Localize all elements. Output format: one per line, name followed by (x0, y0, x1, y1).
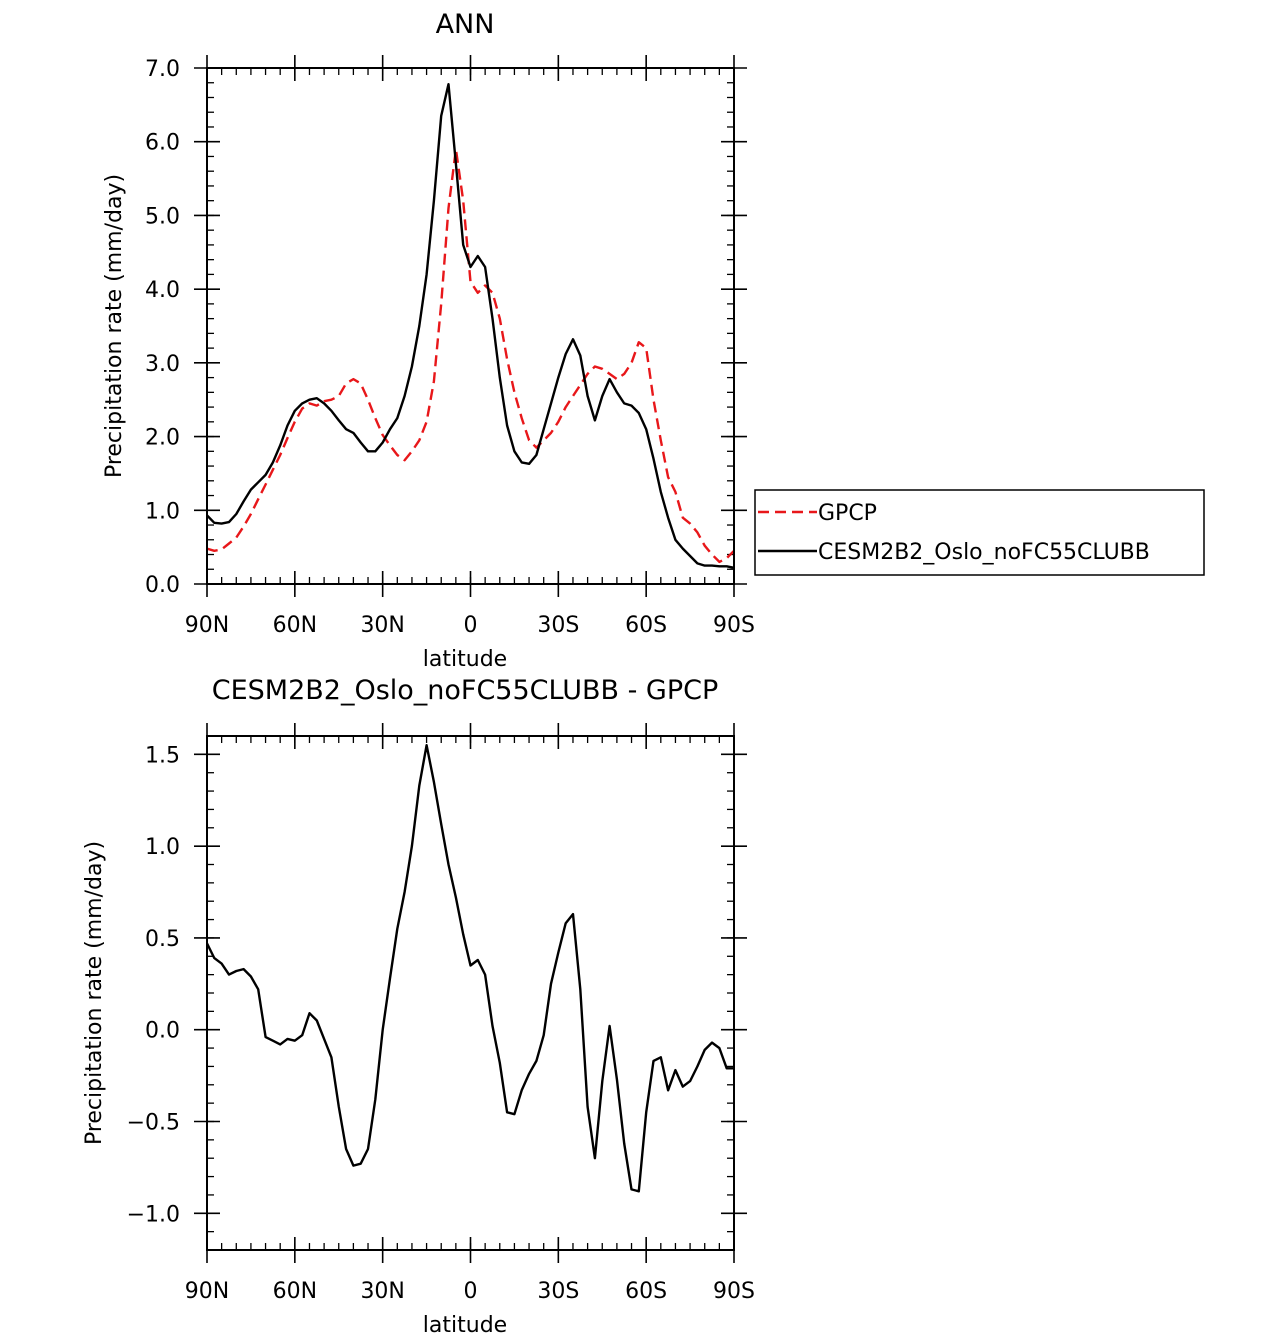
bottom-chart-x-tick-label: 0 (464, 1279, 478, 1304)
bottom-chart-series-line-difference (205, 744, 734, 1193)
top-chart-y-tick-label: 4.0 (145, 278, 180, 303)
bottom-chart-x-tick-label: 30N (360, 1279, 404, 1304)
bottom-chart-x-axis-label: latitude (423, 1313, 507, 1338)
bottom-chart-series (205, 744, 734, 1193)
bottom-chart-plot-frame (206, 735, 735, 1251)
top-chart-y-tick-label: 1.0 (145, 499, 180, 524)
legend: GPCP CESM2B2_Oslo_noFC55CLUBB (754, 489, 1205, 576)
top-chart-y-axis-label: Precipitation rate (mm/day) (102, 174, 127, 478)
bottom-chart-panel: CESM2B2_Oslo_noFC55CLUBB - GPCP −1.0 −0.5… (82, 675, 755, 1338)
top-chart-x-tick-label: 90N (185, 613, 229, 638)
top-chart-series-line-cesm2b2-oslo-nofc55clubb (206, 82, 735, 569)
top-chart-y-tick-labels: 0.0 1.0 2.0 3.0 4.0 5.0 6.0 7.0 (145, 57, 180, 598)
legend-label-cesm: CESM2B2_Oslo_noFC55CLUBB (818, 540, 1150, 565)
bottom-chart-y-tick-labels: −1.0 −0.5 0.0 0.5 1.0 1.5 (127, 743, 180, 1227)
bottom-chart-y-tick-label: 0.0 (145, 1019, 180, 1044)
top-chart-major-ticks (194, 55, 747, 597)
top-chart-x-tick-label: 90S (713, 613, 755, 638)
top-chart-y-tick-label: 6.0 (145, 131, 180, 156)
bottom-chart-x-tick-label: 90N (185, 1279, 229, 1304)
top-chart-panel: ANN 0.0 1.0 2.0 3.0 4.0 5.0 6.0 7.0 90N 60N 30N 0 3… (102, 9, 1205, 672)
top-chart-y-tick-label: 3.0 (145, 352, 180, 377)
top-chart-x-axis-label: latitude (423, 647, 507, 672)
top-chart-y-tick-label: 2.0 (145, 426, 180, 451)
bottom-chart-y-tick-label: 1.0 (145, 835, 180, 860)
top-chart-minor-ticks (206, 67, 735, 585)
bottom-chart-y-tick-label: −1.0 (127, 1202, 180, 1227)
bottom-chart-x-tick-labels: 90N 60N 30N 0 30S 60S 90S (185, 1279, 755, 1304)
bottom-chart-x-tick-label: 60N (273, 1279, 317, 1304)
top-chart-series (206, 82, 735, 569)
bottom-chart-minor-ticks (206, 735, 735, 1251)
bottom-chart-y-tick-label: 0.5 (145, 927, 180, 952)
top-chart-x-tick-label: 60N (273, 613, 317, 638)
top-chart-plot-frame (206, 67, 735, 585)
legend-label-gpcp: GPCP (818, 501, 877, 526)
top-chart-x-tick-label: 60S (625, 613, 667, 638)
top-chart-y-tick-label: 0.0 (145, 573, 180, 598)
top-chart-y-tick-label: 7.0 (145, 57, 180, 82)
top-chart-title: ANN (436, 9, 495, 40)
legend-box (754, 489, 1205, 576)
top-chart-x-tick-label: 0 (464, 613, 478, 638)
top-chart-x-tick-labels: 90N 60N 30N 0 30S 60S 90S (185, 613, 755, 638)
bottom-chart-y-tick-label: 1.5 (145, 743, 180, 768)
top-chart-series-line-gpcp (206, 147, 735, 564)
legend-entry-cesm: CESM2B2_Oslo_noFC55CLUBB (758, 540, 1150, 565)
bottom-chart-major-ticks (194, 723, 747, 1263)
bottom-chart-x-tick-label: 30S (537, 1279, 579, 1304)
legend-entry-gpcp: GPCP (758, 501, 877, 526)
bottom-chart-y-axis-label: Precipitation rate (mm/day) (82, 841, 107, 1145)
bottom-chart-x-tick-label: 60S (625, 1279, 667, 1304)
top-chart-y-tick-label: 5.0 (145, 204, 180, 229)
bottom-chart-y-tick-label: −0.5 (127, 1111, 180, 1136)
bottom-chart-title: CESM2B2_Oslo_noFC55CLUBB - GPCP (212, 675, 719, 706)
top-chart-x-tick-label: 30S (537, 613, 579, 638)
top-chart-x-tick-label: 30N (360, 613, 404, 638)
bottom-chart-x-tick-label: 90S (713, 1279, 755, 1304)
